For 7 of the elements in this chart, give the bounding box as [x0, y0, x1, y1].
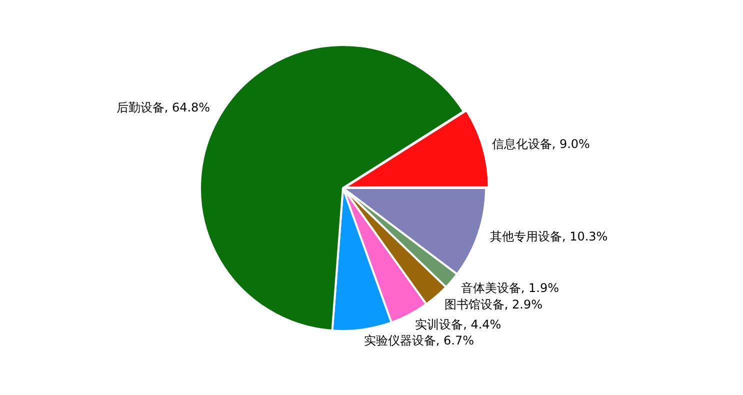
slice-label: 实验仪器设备, 6.7% — [364, 334, 474, 348]
slice-label: 其他专用设备, 10.3% — [490, 229, 608, 244]
slice-label: 图书馆设备, 2.9% — [444, 297, 543, 312]
slice-label: 实训设备, 4.4% — [415, 317, 502, 332]
slice-label: 后勤设备, 64.8% — [116, 100, 210, 114]
slice-label: 音体美设备, 1.9% — [460, 280, 559, 295]
slice-label: 信息化设备, 9.0% — [492, 136, 590, 151]
